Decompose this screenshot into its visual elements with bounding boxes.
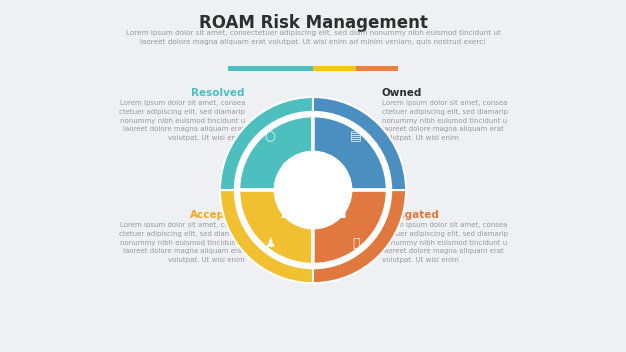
Text: A: A [281, 199, 300, 223]
Wedge shape [313, 190, 387, 265]
Text: Lorem ipsum dolor sit amet, consectetuer adipiscing elit, sed diam nonummy nibh : Lorem ipsum dolor sit amet, consectetuer… [126, 30, 500, 45]
Wedge shape [313, 190, 406, 283]
Wedge shape [313, 115, 387, 190]
Circle shape [274, 151, 352, 229]
Text: ♟: ♟ [264, 237, 275, 250]
Text: Lorem ipsum dolor sit amet, consea
ctetuer adipiscing elit, sed diamarip
nonummy: Lorem ipsum dolor sit amet, consea ctetu… [119, 100, 245, 141]
Text: Accepted: Accepted [190, 210, 245, 220]
Text: O: O [325, 162, 346, 186]
Text: Lorem ipsum dolor sit amet, consea
ctetuer adipiscing elit, sed diamarip
nonummy: Lorem ipsum dolor sit amet, consea ctetu… [119, 222, 245, 263]
Wedge shape [220, 97, 313, 190]
Wedge shape [313, 97, 406, 190]
Text: Lorem ipsum dolor sit amet, consea
ctetuer adipiscing elit, sed diamarip
nonummy: Lorem ipsum dolor sit amet, consea ctetu… [382, 100, 508, 141]
Bar [228, 65, 270, 70]
Text: R: R [281, 162, 300, 186]
Wedge shape [239, 115, 313, 190]
Bar [313, 65, 356, 70]
Circle shape [235, 113, 391, 268]
Text: M: M [323, 199, 347, 223]
Text: Lorem ipsum dolor sit amet, consea
ctetuer adipiscing elit, sed diamarip
nonummy: Lorem ipsum dolor sit amet, consea ctetu… [382, 222, 508, 263]
Text: Mitigated: Mitigated [382, 210, 439, 220]
Text: Resolved: Resolved [192, 88, 245, 98]
Text: Owned: Owned [382, 88, 423, 98]
Bar [270, 65, 313, 70]
Wedge shape [239, 190, 313, 265]
Text: ▤: ▤ [351, 130, 362, 143]
Text: ○: ○ [264, 130, 275, 143]
Text: ⛨: ⛨ [352, 237, 360, 250]
Wedge shape [220, 190, 313, 283]
Text: ROAM Risk Management: ROAM Risk Management [198, 14, 428, 32]
Bar [356, 65, 398, 70]
